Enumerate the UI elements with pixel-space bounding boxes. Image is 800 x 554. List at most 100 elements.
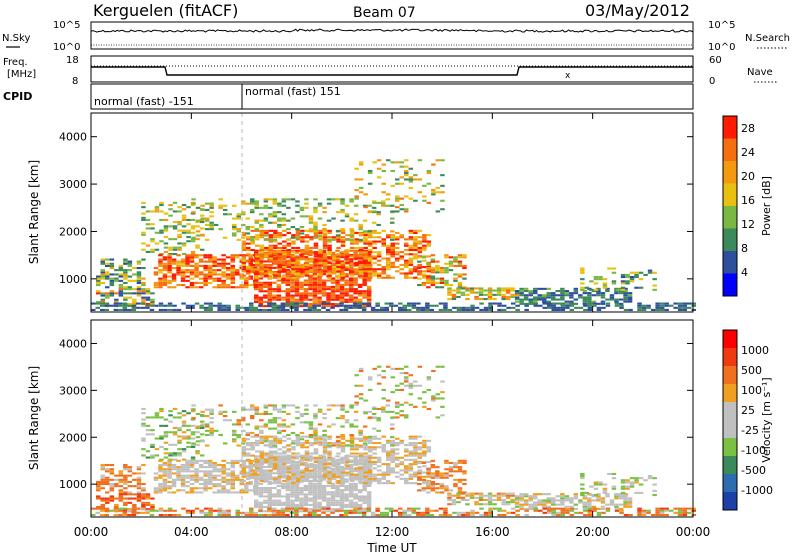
power-cell: [185, 286, 190, 289]
velocity-cell: [330, 470, 336, 473]
power-cell: [339, 279, 345, 282]
velocity-cell: [154, 412, 160, 415]
velocity-cell: [367, 454, 373, 457]
velocity-cell: [358, 393, 364, 396]
power-cell: [408, 253, 414, 256]
power-cell: [591, 290, 597, 293]
velocity-cell: [505, 496, 511, 499]
power-cell: [417, 256, 422, 259]
power-cell: [413, 246, 418, 249]
power-cell: [339, 290, 345, 293]
power-cell: [331, 266, 337, 269]
velocity-cell: [501, 498, 506, 501]
velocity-cell: [286, 477, 292, 480]
power-cell: [255, 272, 260, 275]
velocity-cell: [300, 475, 305, 478]
power-cell: [593, 276, 599, 279]
power-cell: [322, 236, 328, 239]
power-cell: [204, 202, 210, 205]
velocity-cell: [316, 514, 322, 517]
power-cell: [299, 232, 305, 235]
velocity-cell: [408, 467, 414, 470]
velocity-cell: [259, 456, 265, 459]
power-cell: [276, 304, 281, 307]
velocity-cell: [127, 514, 132, 517]
power-cell: [250, 211, 255, 214]
velocity-cell: [300, 446, 305, 449]
power-cell: [426, 234, 432, 237]
power-cell: [226, 308, 231, 311]
velocity-cell: [163, 514, 168, 517]
power-cell: [162, 269, 168, 272]
velocity-cell: [366, 499, 372, 502]
y-tick-label: 2000: [59, 225, 87, 238]
velocity-cell: [232, 410, 237, 413]
power-cell: [254, 298, 259, 301]
velocity-cell: [227, 419, 232, 422]
velocity-cell: [189, 476, 195, 479]
velocity-cell: [496, 498, 502, 501]
power-cell: [453, 273, 458, 276]
velocity-cell: [100, 474, 105, 477]
power-cell: [259, 263, 265, 266]
velocity-cell: [363, 446, 368, 449]
velocity-cell: [492, 503, 497, 506]
power-cell: [478, 287, 484, 290]
velocity-cell: [280, 507, 286, 510]
power-cell: [395, 259, 400, 262]
power-cell: [308, 283, 313, 286]
velocity-cell: [290, 470, 295, 473]
velocity-cell: [487, 503, 493, 506]
velocity-cell: [189, 478, 195, 481]
velocity-cell: [212, 509, 218, 512]
velocity-cell: [291, 452, 296, 455]
power-cell: [244, 286, 249, 289]
power-cell: [560, 296, 565, 299]
velocity-cell: [354, 395, 359, 398]
power-cell: [212, 262, 217, 265]
velocity-cell: [273, 467, 278, 470]
velocity-cell: [255, 444, 260, 447]
power-cell: [141, 296, 146, 299]
power-cell: [230, 286, 235, 289]
velocity-cell: [209, 408, 214, 411]
power-cell: [150, 292, 155, 295]
power-cell: [619, 304, 624, 307]
power-cell: [167, 308, 173, 311]
velocity-cell: [203, 478, 208, 481]
power-cell: [277, 270, 283, 273]
power-cell: [363, 257, 368, 260]
power-cell: [358, 257, 364, 260]
power-cell: [118, 269, 124, 272]
power-cell: [331, 259, 337, 262]
power-cell: [254, 279, 259, 282]
power-cell: [308, 288, 313, 291]
power-cell: [537, 287, 542, 290]
power-cell: [317, 279, 322, 282]
power-cell: [263, 260, 268, 263]
power-cell: [560, 308, 566, 311]
power-cell: [376, 255, 382, 258]
velocity-cell: [593, 481, 599, 484]
power-cell: [272, 288, 277, 291]
power-cell: [299, 273, 304, 276]
velocity-cell: [560, 499, 565, 502]
velocity-cell: [453, 461, 458, 464]
velocity-cell: [440, 365, 445, 368]
power-cell: [158, 286, 163, 289]
velocity-cell: [246, 448, 251, 451]
velocity-cell: [542, 493, 547, 496]
power-cell: [308, 215, 314, 218]
power-cell: [213, 223, 219, 226]
velocity-cell: [136, 495, 142, 498]
velocity-cell: [177, 426, 182, 429]
power-cell: [136, 290, 142, 293]
power-cell: [273, 272, 278, 275]
power-cell: [272, 202, 278, 205]
velocity-cell: [358, 477, 364, 480]
power-cell: [440, 184, 445, 187]
power-cell: [280, 302, 286, 305]
velocity-cell: [390, 442, 395, 445]
power-cell: [273, 240, 278, 243]
power-cell: [312, 290, 318, 293]
